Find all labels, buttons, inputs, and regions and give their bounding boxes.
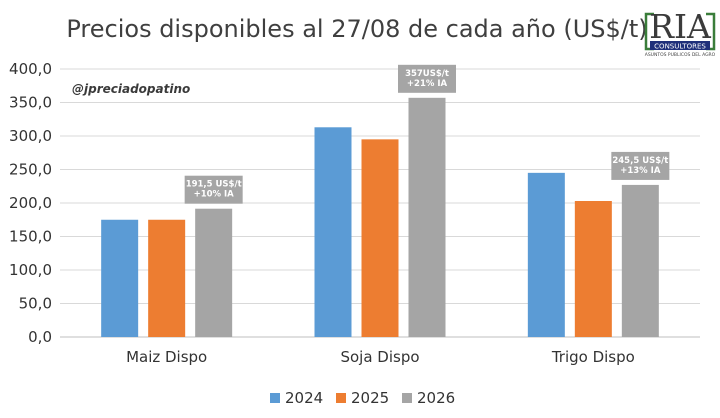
y-tick-label: 0,0 xyxy=(28,328,52,346)
legend-label: 2026 xyxy=(417,389,455,407)
logo-text: RIA xyxy=(649,7,712,46)
annotation-text: 357US$/t xyxy=(405,69,449,79)
annotation-text: +21% IA xyxy=(407,79,448,89)
bars xyxy=(101,97,659,337)
category-label: Maiz Dispo xyxy=(126,348,207,366)
legend-label: 2025 xyxy=(351,389,389,407)
ria-logo: RIA CONSULTORES ASUNTOS PUBLICOS DEL AGR… xyxy=(644,7,716,58)
legend-swatch-2025 xyxy=(336,393,346,403)
y-tick-label: 50,0 xyxy=(19,295,52,313)
y-tick-label: 150,0 xyxy=(9,228,52,246)
bar-2025 xyxy=(148,219,186,337)
legend-label: 2024 xyxy=(285,389,323,407)
logo-banner-text: CONSULTORES xyxy=(654,43,706,51)
annotation-text: +10% IA xyxy=(194,190,235,200)
y-tick-label: 100,0 xyxy=(9,261,52,279)
bar-2026 xyxy=(408,97,446,337)
bar-2024 xyxy=(527,172,565,337)
bar-2025 xyxy=(574,200,612,337)
watermark: @jpreciadopatino xyxy=(72,82,190,96)
x-axis-categories: Maiz Dispo Soja Dispo Trigo Dispo xyxy=(126,348,635,366)
bar-2025 xyxy=(361,139,399,337)
y-tick-label: 350,0 xyxy=(9,94,52,112)
bar-2024 xyxy=(314,127,352,337)
bar-2026 xyxy=(621,184,659,337)
y-tick-label: 250,0 xyxy=(9,161,52,179)
logo-banner xyxy=(650,41,710,50)
annotations: 191,5 US$/t+10% IA 357US$/t+21% IA 245,5 U… xyxy=(184,64,670,204)
annotation-box xyxy=(184,175,243,204)
y-axis-ticks: 0,0 50,0 100,0 150,0 200,0 250,0 300,0 350,0 400… xyxy=(9,60,52,346)
legend-swatch-2026 xyxy=(402,393,412,403)
annotation-box xyxy=(398,64,456,93)
category-label: Trigo Dispo xyxy=(551,348,635,366)
annotation-box xyxy=(611,151,670,180)
category-label: Soja Dispo xyxy=(340,348,419,366)
y-tick-label: 300,0 xyxy=(9,127,52,145)
bar-2026 xyxy=(195,208,233,337)
legend: 2024 2025 2026 xyxy=(270,389,455,407)
chart-title: Precios disponibles al 27/08 de cada año… xyxy=(66,15,647,43)
y-tick-label: 400,0 xyxy=(9,60,52,78)
logo-tagline: ASUNTOS PUBLICOS DEL AGRO xyxy=(645,52,716,58)
bar-2024 xyxy=(101,219,139,337)
annotation-text: 245,5 US$/t xyxy=(612,156,668,166)
annotation-text: +13% IA xyxy=(620,166,661,176)
y-tick-label: 200,0 xyxy=(9,194,52,212)
legend-swatch-2024 xyxy=(270,393,280,403)
annotation-text: 191,5 US$/t xyxy=(186,180,242,190)
